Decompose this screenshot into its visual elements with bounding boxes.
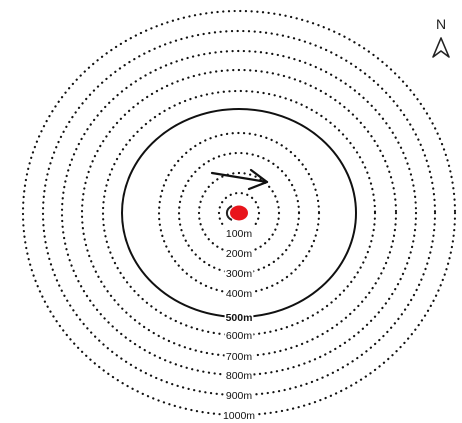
ring-label-3: 300m (226, 268, 253, 280)
ring-label-7: 700m (226, 351, 253, 363)
ring-label-background (224, 349, 254, 361)
ring-label-background (224, 286, 254, 298)
red-dot-icon (225, 205, 248, 221)
ring-label-2: 200m (226, 248, 253, 260)
ring-label-8: 800m (226, 370, 253, 382)
north-arrow-icon (432, 37, 450, 58)
ring-label-5: 500m (226, 312, 253, 324)
range-ring-3 (177, 151, 301, 275)
north-compass: N (432, 16, 450, 58)
ring-label-background (224, 226, 254, 238)
ring-label-background (221, 408, 257, 420)
ring-label-background (224, 266, 254, 278)
ring-label-6: 600m (226, 330, 253, 342)
ring-label-9: 900m (226, 390, 253, 402)
arrow-icon (210, 168, 269, 191)
range-ring-7 (80, 68, 398, 358)
range-ring-10 (21, 9, 457, 417)
ring-label-background (224, 310, 254, 322)
range-ring-6 (101, 89, 377, 337)
ring-label-10: 1000m (223, 410, 255, 422)
ring-label-background (224, 328, 254, 340)
ring-label-background (224, 388, 254, 400)
range-ring-8 (60, 49, 418, 377)
ring-label-1: 100m (226, 228, 253, 240)
ring-label-4: 400m (226, 288, 253, 300)
north-letter: N (436, 16, 446, 32)
ring-label-background (224, 368, 254, 380)
ring-label-background (224, 246, 254, 258)
range-ring-1 (217, 191, 261, 235)
range-rings: 100m 200m 300m 400m 500m 600m 700m 800m 900m 1000… (21, 9, 457, 422)
